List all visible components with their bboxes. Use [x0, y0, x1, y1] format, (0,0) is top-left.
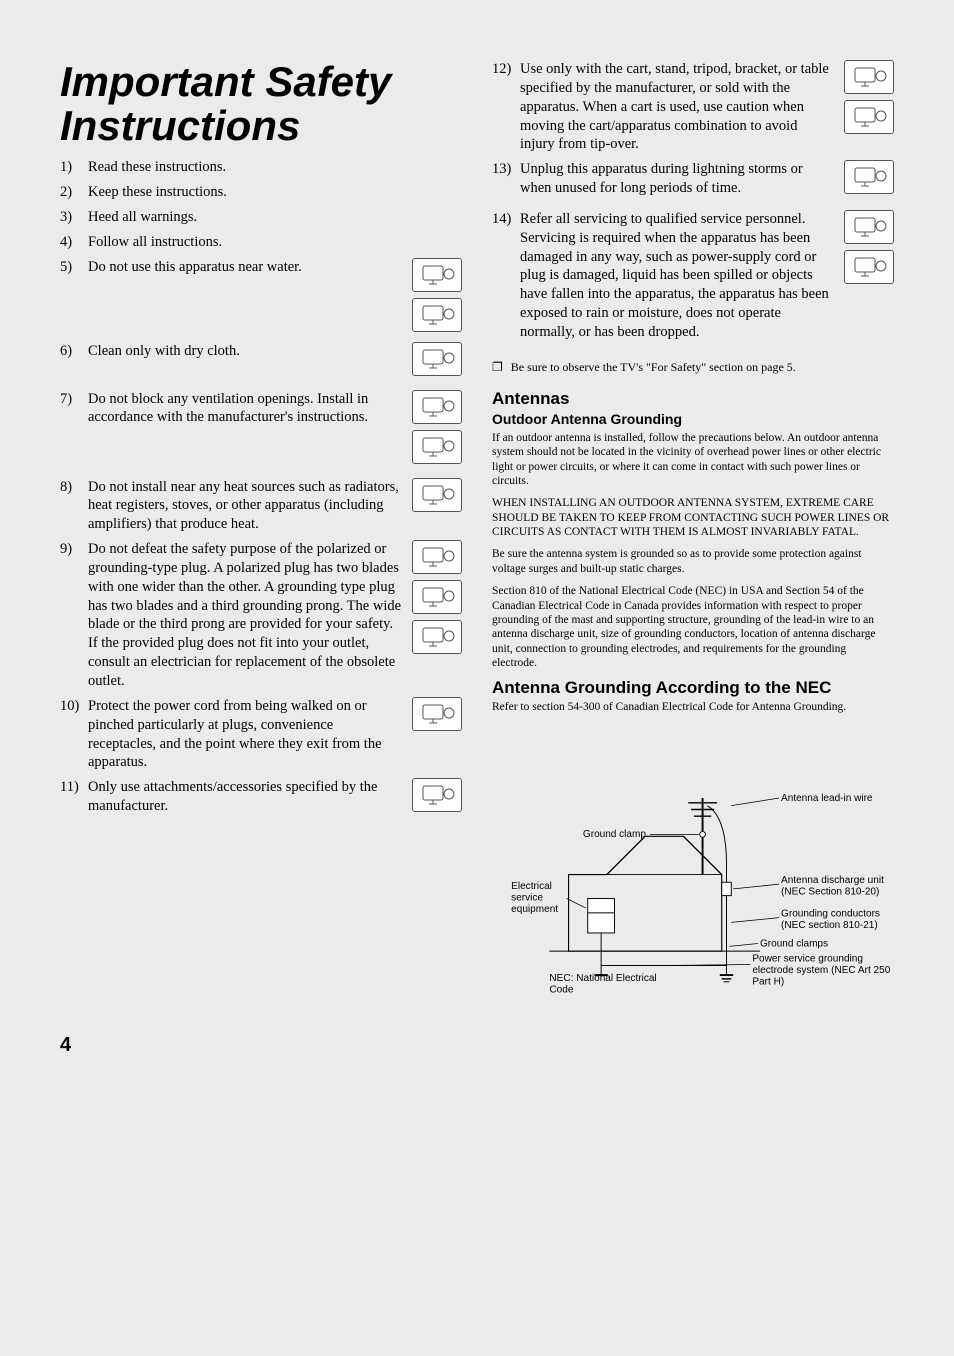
instruction-text: Refer all servicing to qualified service…: [520, 210, 834, 342]
illustration-icon: [412, 478, 462, 512]
instructions-list-left: Read these instructions. Keep these instr…: [60, 158, 462, 816]
instruction-icons: [844, 60, 894, 134]
antennas-heading: Antennas: [492, 389, 894, 409]
instructions-list-right: Use only with the cart, stand, tripod, b…: [492, 60, 894, 342]
label-ground-clamps: Ground clamps: [760, 938, 828, 949]
instruction-text: Do not install near any heat sources suc…: [88, 478, 402, 535]
instruction-icons: [412, 540, 462, 654]
label-nec-def: NEC: National Electrical Code: [549, 972, 664, 995]
illustration-icon: [412, 697, 462, 731]
outdoor-p2: WHEN INSTALLING AN OUTDOOR ANTENNA SYSTE…: [492, 496, 894, 539]
label-power-service: Power service grounding electrode system…: [752, 953, 894, 987]
illustration-icon: [844, 160, 894, 194]
page-title: Important Safety Instructions: [60, 60, 462, 148]
nec-heading: Antenna Grounding According to the NEC: [492, 678, 894, 698]
instruction-text: Unplug this apparatus during lightning s…: [520, 160, 834, 198]
instruction-icons: [844, 160, 894, 194]
instruction-icons: [412, 697, 462, 731]
instruction-item: Read these instructions.: [60, 158, 462, 177]
left-column: Important Safety Instructions Read these…: [60, 60, 462, 1004]
instruction-item: Do not block any ventilation openings. I…: [60, 390, 462, 464]
label-antenna-discharge: Antenna discharge unit (NEC Section 810-…: [781, 874, 894, 897]
instruction-item: Heed all warnings.: [60, 208, 462, 227]
outdoor-antenna-heading: Outdoor Antenna Grounding: [492, 411, 894, 427]
instruction-text: Only use attachments/accessories specifi…: [88, 778, 402, 816]
illustration-icon: [412, 258, 462, 292]
instruction-text: Keep these instructions.: [88, 183, 462, 202]
instruction-text: Protect the power cord from being walked…: [88, 697, 402, 772]
instruction-text: Do not defeat the safety purpose of the …: [88, 540, 402, 691]
instruction-item: Clean only with dry cloth.: [60, 342, 462, 376]
illustration-icon: [412, 298, 462, 332]
instruction-item: Do not use this apparatus near water.: [60, 258, 462, 332]
instruction-item: Do not defeat the safety purpose of the …: [60, 540, 462, 691]
instruction-text: Heed all warnings.: [88, 208, 462, 227]
instruction-text: Do not use this apparatus near water.: [88, 258, 402, 277]
instruction-icons: [412, 778, 462, 812]
instruction-icons: [412, 478, 462, 512]
instruction-text: Read these instructions.: [88, 158, 462, 177]
illustration-icon: [412, 430, 462, 464]
instruction-item: Do not install near any heat sources suc…: [60, 478, 462, 535]
page-number: 4: [60, 1034, 894, 1057]
illustration-icon: [412, 580, 462, 614]
instruction-item: Keep these instructions.: [60, 183, 462, 202]
illustration-icon: [412, 390, 462, 424]
instruction-icons: [412, 258, 462, 332]
safety-note: Be sure to observe the TV's "For Safety"…: [492, 360, 894, 375]
label-antenna-leadin: Antenna lead-in wire: [781, 793, 873, 804]
outdoor-p3: Be sure the antenna system is grounded s…: [492, 547, 894, 576]
illustration-icon: [412, 540, 462, 574]
instruction-icons: [412, 342, 462, 376]
instruction-item: Only use attachments/accessories specifi…: [60, 778, 462, 816]
outdoor-p1: If an outdoor antenna is installed, foll…: [492, 431, 894, 489]
instruction-item: Use only with the cart, stand, tripod, b…: [492, 60, 894, 154]
illustration-icon: [844, 100, 894, 134]
instruction-item: Protect the power cord from being walked…: [60, 697, 462, 772]
instruction-item: Unplug this apparatus during lightning s…: [492, 160, 894, 198]
instruction-item: Follow all instructions.: [60, 233, 462, 252]
label-grounding-conductors: Grounding conductors (NEC section 810-21…: [781, 908, 894, 931]
illustration-icon: [844, 210, 894, 244]
label-ground-clamp: Ground clamp: [583, 829, 646, 840]
instruction-text: Follow all instructions.: [88, 233, 462, 252]
illustration-icon: [844, 60, 894, 94]
illustration-icon: [412, 620, 462, 654]
instruction-icons: [844, 210, 894, 284]
illustration-icon: [412, 778, 462, 812]
illustration-icon: [844, 250, 894, 284]
instruction-item: Refer all servicing to qualified service…: [492, 210, 894, 342]
antenna-grounding-diagram: Antenna lead-in wire Ground clamp Electr…: [492, 731, 894, 999]
instruction-icons: [412, 390, 462, 464]
illustration-icon: [412, 342, 462, 376]
outdoor-p4: Section 810 of the National Electrical C…: [492, 584, 894, 670]
instruction-text: Clean only with dry cloth.: [88, 342, 402, 361]
instruction-text: Use only with the cart, stand, tripod, b…: [520, 60, 834, 154]
label-electrical-service: Electrical service equipment: [511, 880, 578, 914]
nec-p1: Refer to section 54-300 of Canadian Elec…: [492, 700, 894, 714]
instruction-text: Do not block any ventilation openings. I…: [88, 390, 402, 428]
right-column: Use only with the cart, stand, tripod, b…: [492, 60, 894, 1004]
